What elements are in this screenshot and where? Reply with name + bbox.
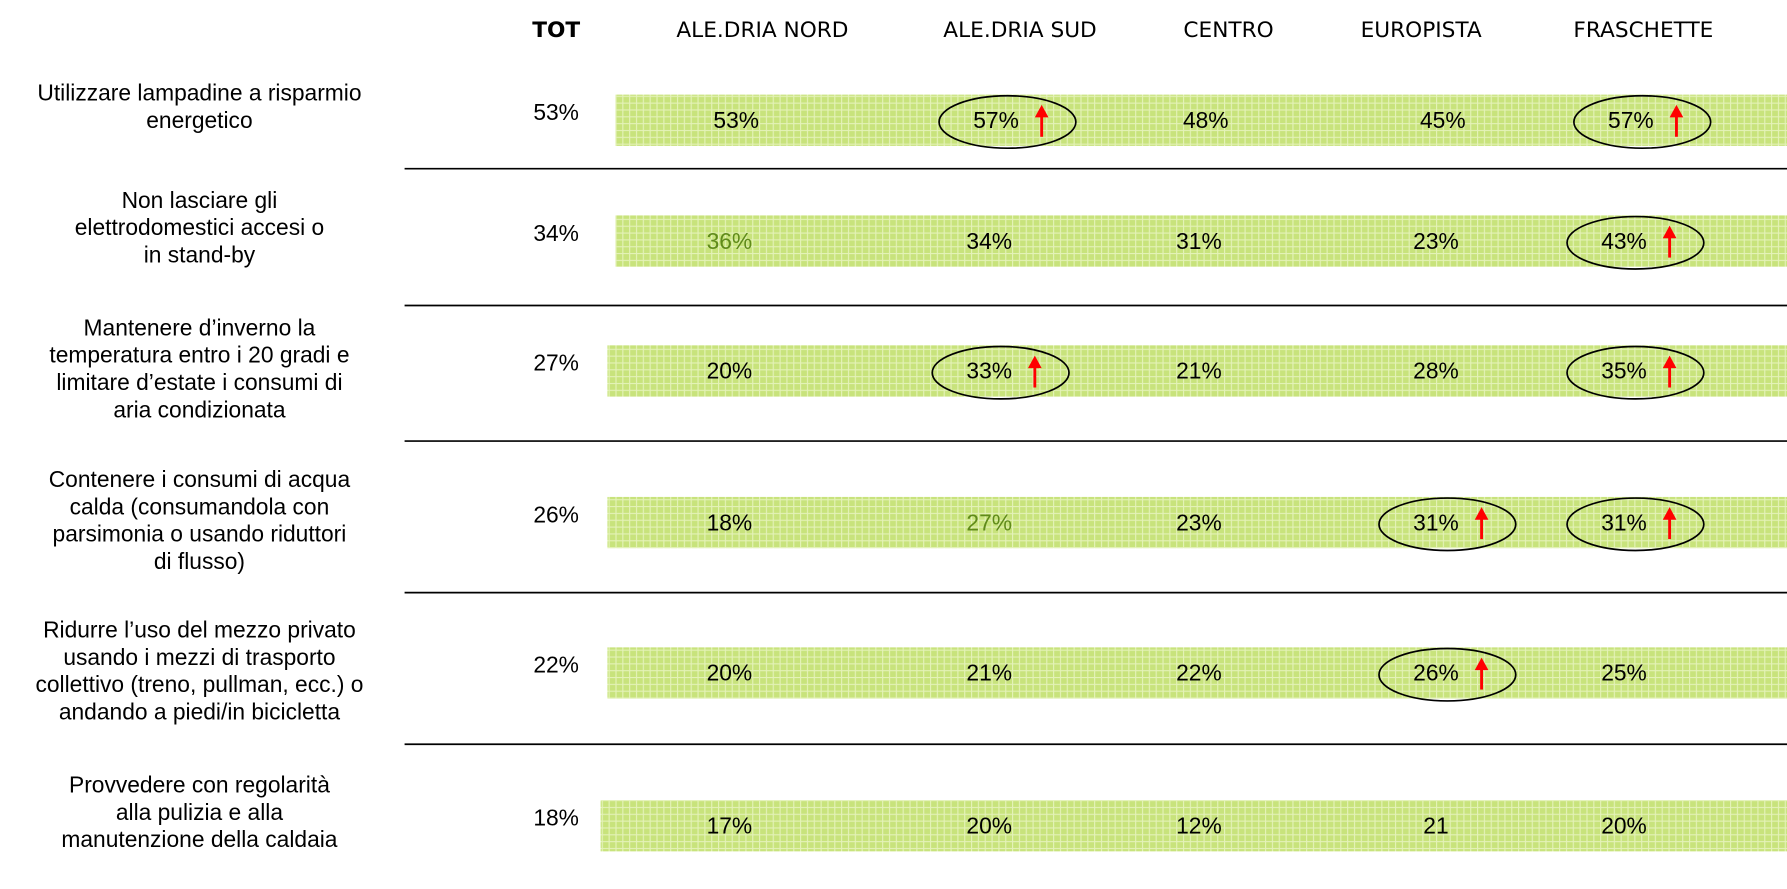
cell-value: 48% bbox=[1183, 107, 1229, 133]
tot-value: 34% bbox=[533, 220, 579, 246]
row-label: energetico bbox=[146, 107, 252, 133]
tot-value: 27% bbox=[533, 350, 579, 376]
highlight-circle bbox=[1566, 215, 1705, 270]
cell-value: 20% bbox=[966, 812, 1012, 838]
column-header: ALE.DRIA NORD bbox=[676, 18, 848, 43]
row-label: andando a piedi/in bicicletta bbox=[59, 698, 341, 724]
row-bar bbox=[615, 94, 1787, 146]
row-bar bbox=[600, 800, 1787, 852]
up-arrow-head bbox=[1669, 104, 1684, 118]
row-label: Ridurre l’uso del mezzo privato bbox=[43, 616, 356, 642]
cell-value: 26% bbox=[1413, 660, 1459, 686]
cell-value: 36% bbox=[707, 228, 753, 254]
row-label: in stand-by bbox=[144, 241, 256, 267]
row-bar bbox=[615, 215, 1787, 267]
row-label: limitare d’estate i consumi di bbox=[56, 369, 342, 395]
column-header: CENTRO bbox=[1183, 18, 1273, 43]
row-bar bbox=[607, 345, 1787, 397]
row-label: Mantenere d’inverno la bbox=[84, 314, 316, 340]
row-label: Provvedere con regolarità bbox=[69, 771, 330, 797]
cell-value: 53% bbox=[713, 107, 759, 133]
cell-value: 20% bbox=[707, 358, 753, 384]
cell-value: 21% bbox=[1176, 358, 1222, 384]
highlight-circle bbox=[938, 94, 1077, 150]
highlight-circle bbox=[931, 345, 1070, 400]
row-label: collettivo (treno, pullman, ecc.) o bbox=[35, 671, 363, 697]
column-header: FRASCHETTE bbox=[1573, 18, 1713, 43]
row-bar bbox=[607, 496, 1787, 549]
cell-value: 31% bbox=[1413, 509, 1459, 535]
row-label: calda (consumandola con bbox=[70, 493, 330, 519]
highlight-circle bbox=[1573, 94, 1712, 150]
row-label: Non lasciare gli bbox=[122, 187, 278, 213]
cell-value: 31% bbox=[1601, 509, 1647, 535]
highlight-circle bbox=[1378, 497, 1517, 552]
up-arrow-head bbox=[1474, 657, 1489, 671]
up-arrow-head bbox=[1662, 225, 1677, 239]
cell-value: 23% bbox=[1176, 509, 1222, 535]
column-header: EUROPISTA bbox=[1361, 18, 1482, 43]
tot-value: 53% bbox=[533, 99, 579, 125]
row-label: temperatura entro i 20 gradi e bbox=[49, 342, 349, 368]
cell-value: 12% bbox=[1176, 812, 1222, 838]
cell-value: 28% bbox=[1413, 358, 1459, 384]
tot-value: 22% bbox=[533, 652, 579, 678]
header-tot: TOT bbox=[532, 18, 580, 43]
cell-value: 35% bbox=[1601, 358, 1647, 384]
tot-value: 26% bbox=[533, 501, 579, 527]
cell-value: 20% bbox=[1601, 812, 1647, 838]
up-arrow-head bbox=[1662, 355, 1677, 369]
row-label: parsimonia o usando riduttori bbox=[53, 521, 347, 547]
row-label: Utilizzare lampadine a risparmio bbox=[37, 80, 361, 106]
up-arrow-head bbox=[1474, 507, 1489, 520]
row-label: elettrodomestici accesi o bbox=[75, 214, 324, 240]
cell-value: 20% bbox=[707, 660, 753, 686]
tot-value: 18% bbox=[533, 804, 579, 830]
column-header: ALE.DRIA SUD bbox=[943, 18, 1096, 43]
row-label: manutenzione della caldaia bbox=[61, 826, 337, 852]
row-label: usando i mezzi di trasporto bbox=[63, 644, 335, 670]
row-bar bbox=[607, 647, 1787, 699]
cell-value: 23% bbox=[1413, 228, 1459, 254]
highlight-circle bbox=[1566, 345, 1705, 400]
up-arrow-head bbox=[1034, 104, 1049, 118]
cell-value: 34% bbox=[966, 228, 1012, 254]
up-arrow-head bbox=[1662, 507, 1677, 520]
cell-value: 25% bbox=[1601, 660, 1647, 686]
cell-value: 57% bbox=[973, 107, 1019, 133]
highlight-circle bbox=[1378, 647, 1517, 702]
cell-value: 18% bbox=[707, 509, 753, 535]
cell-value: 43% bbox=[1601, 228, 1647, 254]
cell-value: 27% bbox=[966, 509, 1012, 535]
row-label: alla pulizia e alla bbox=[116, 799, 283, 825]
cell-value: 57% bbox=[1608, 107, 1654, 133]
cell-value: 21 bbox=[1423, 812, 1448, 838]
cell-value: 31% bbox=[1176, 228, 1222, 254]
up-arrow-head bbox=[1027, 355, 1042, 369]
cell-value: 21% bbox=[966, 660, 1012, 686]
cell-value: 22% bbox=[1176, 660, 1222, 686]
cell-value: 33% bbox=[966, 358, 1012, 384]
cell-value: 45% bbox=[1420, 107, 1466, 133]
cell-value: 17% bbox=[707, 812, 753, 838]
highlight-circle bbox=[1566, 497, 1705, 552]
row-label: di flusso) bbox=[154, 548, 245, 574]
row-label: Contenere i consumi di acqua bbox=[49, 466, 351, 492]
row-label: aria condizionata bbox=[113, 396, 286, 422]
